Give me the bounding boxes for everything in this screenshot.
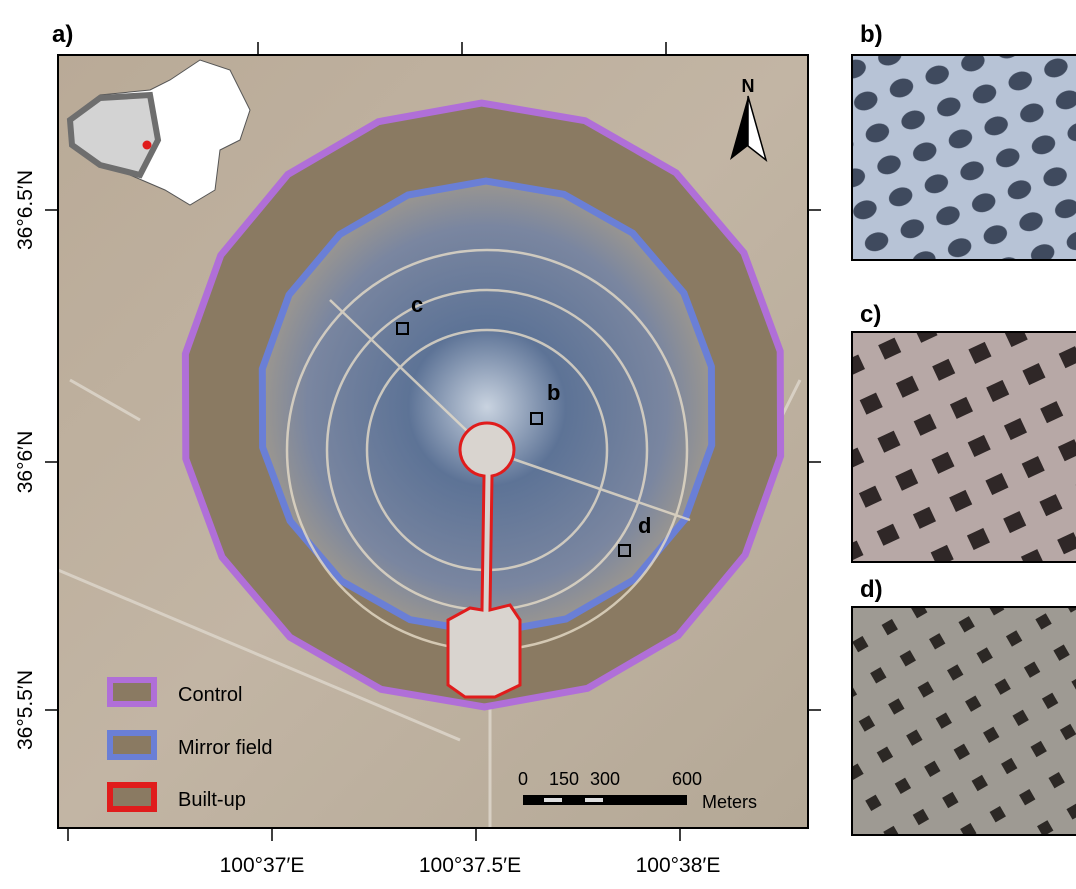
site-label: d <box>638 513 651 538</box>
inset-site <box>143 141 152 150</box>
lon-label: 100°37′E <box>220 854 305 877</box>
north-label: N <box>742 76 755 96</box>
panel-label: b) <box>860 21 883 48</box>
scale-label: 150 <box>549 769 579 789</box>
lat-label: 36°5.5′N <box>14 670 37 750</box>
zoom-image <box>852 332 1076 562</box>
zoom-image <box>852 55 1076 260</box>
legend-label: Built-up <box>178 789 246 811</box>
site-label: b <box>547 380 560 405</box>
figure: a) b) c) d) b c d N Control Mirror field… <box>0 0 1076 884</box>
scale-unit: Meters <box>702 792 757 812</box>
lon-label: 100°38′E <box>636 854 721 877</box>
lat-label: 36°6.5′N <box>14 170 37 250</box>
site-label: c <box>411 292 423 317</box>
panel-label: d) <box>860 576 883 603</box>
scale-label: 600 <box>672 769 702 789</box>
legend-label: Control <box>178 684 242 706</box>
scale-label: 0 <box>518 769 528 789</box>
lat-label: 36°6′N <box>14 431 37 494</box>
legend-label: Mirror field <box>178 737 272 759</box>
map: b c d N Control Mirror field Built-up Me… <box>58 55 808 828</box>
lon-label: 100°37.5′E <box>419 854 521 877</box>
panel-label: c) <box>860 301 881 328</box>
zoom-image <box>852 607 1076 835</box>
scale-label: 300 <box>590 769 620 789</box>
panel-label: a) <box>52 21 73 48</box>
